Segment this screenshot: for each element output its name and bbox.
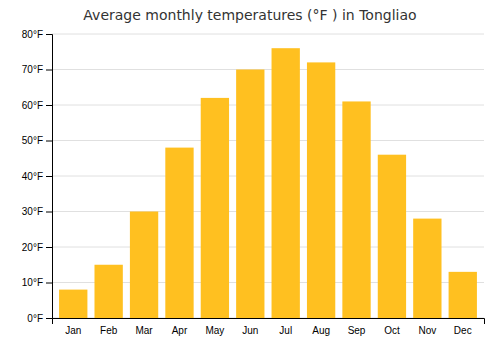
tick: 60°F: [22, 100, 52, 111]
tick-label: Sep: [348, 325, 366, 336]
tick-label: Jan: [65, 325, 81, 336]
grid-line: [52, 140, 484, 141]
tick-mark: [46, 141, 52, 142]
tick: Dec: [454, 325, 472, 336]
tick-mark: [46, 34, 52, 35]
tick: Aug: [312, 325, 330, 336]
tick-label: 50°F: [22, 135, 43, 146]
tick: Mar: [135, 325, 153, 336]
tick: Jun: [242, 325, 258, 336]
x-axis: Jan Feb Mar Apr May Jun Jul Aug Sep Oct Nov Dec: [53, 319, 485, 337]
bar: [378, 155, 406, 318]
title: Average monthly temperatures (°F ) in To…: [83, 7, 416, 23]
bar: [449, 272, 477, 318]
grid-line: [52, 34, 484, 35]
tick-label: 60°F: [22, 100, 43, 111]
tick: 40°F: [22, 171, 52, 182]
bar: [165, 148, 193, 318]
tick: Nov: [418, 325, 436, 336]
tick: May: [205, 325, 224, 336]
tick-label: Apr: [172, 325, 188, 336]
bar: [413, 219, 441, 318]
tick-label: Aug: [312, 325, 330, 336]
bar: [130, 212, 158, 319]
tick-mark: [46, 70, 52, 71]
tick-label: Jul: [279, 325, 292, 336]
tick: Apr: [172, 325, 188, 336]
tick: Feb: [100, 325, 118, 336]
tick-label: Jun: [242, 325, 258, 336]
tick-label: Mar: [135, 325, 153, 336]
tick-mark: [46, 247, 52, 248]
grid-line: [52, 211, 484, 212]
tick: Sep: [348, 325, 366, 336]
tick-mark: [46, 318, 52, 319]
bar: [307, 62, 335, 318]
tick-label: Nov: [418, 325, 436, 336]
tick-mark: [46, 176, 52, 177]
axis-line: [46, 35, 53, 319]
grid-line: [52, 69, 484, 70]
bar: [59, 290, 87, 318]
tick-label: 40°F: [22, 171, 43, 182]
bar: [201, 98, 229, 318]
tick-label: 30°F: [22, 206, 43, 217]
tick: 0°F: [27, 313, 52, 324]
grid-line: [52, 176, 484, 177]
tick: Jul: [279, 325, 292, 336]
plot: 0°F 10°F 20°F 30°F 40°F 50°F 60°F 70°F 80°F Jan Fe…: [22, 29, 485, 336]
grid-line: [52, 105, 484, 106]
tick-label: Oct: [384, 325, 400, 336]
tick: Oct: [384, 325, 400, 336]
tick-mark: [46, 105, 52, 106]
tick: 80°F: [22, 29, 52, 40]
tick-mark: [46, 212, 52, 213]
tick-label: 20°F: [22, 242, 43, 253]
tick: 30°F: [22, 206, 52, 217]
tick-label: Feb: [100, 325, 118, 336]
chart: Average monthly temperatures (°F ) in To…: [0, 0, 500, 350]
axis-line: [53, 319, 485, 325]
tick: Jan: [65, 325, 81, 336]
bar: [272, 48, 300, 318]
tick-label: 70°F: [22, 64, 43, 75]
tick-label: 80°F: [22, 29, 43, 40]
tick-mark: [46, 283, 52, 284]
bar: [236, 70, 264, 319]
tick: 20°F: [22, 242, 52, 253]
grid: [52, 34, 484, 318]
bar: [94, 265, 122, 318]
y-axis: 0°F 10°F 20°F 30°F 40°F 50°F 60°F 70°F 80°F: [22, 29, 53, 324]
tick-label: 10°F: [22, 277, 43, 288]
tick-label: 0°F: [27, 313, 43, 324]
tick-label: Dec: [454, 325, 472, 336]
tick: 50°F: [22, 135, 52, 146]
bar: [342, 101, 370, 318]
tick: 70°F: [22, 64, 52, 75]
tick-label: May: [205, 325, 224, 336]
tick: 10°F: [22, 277, 52, 288]
bars: [59, 48, 477, 318]
